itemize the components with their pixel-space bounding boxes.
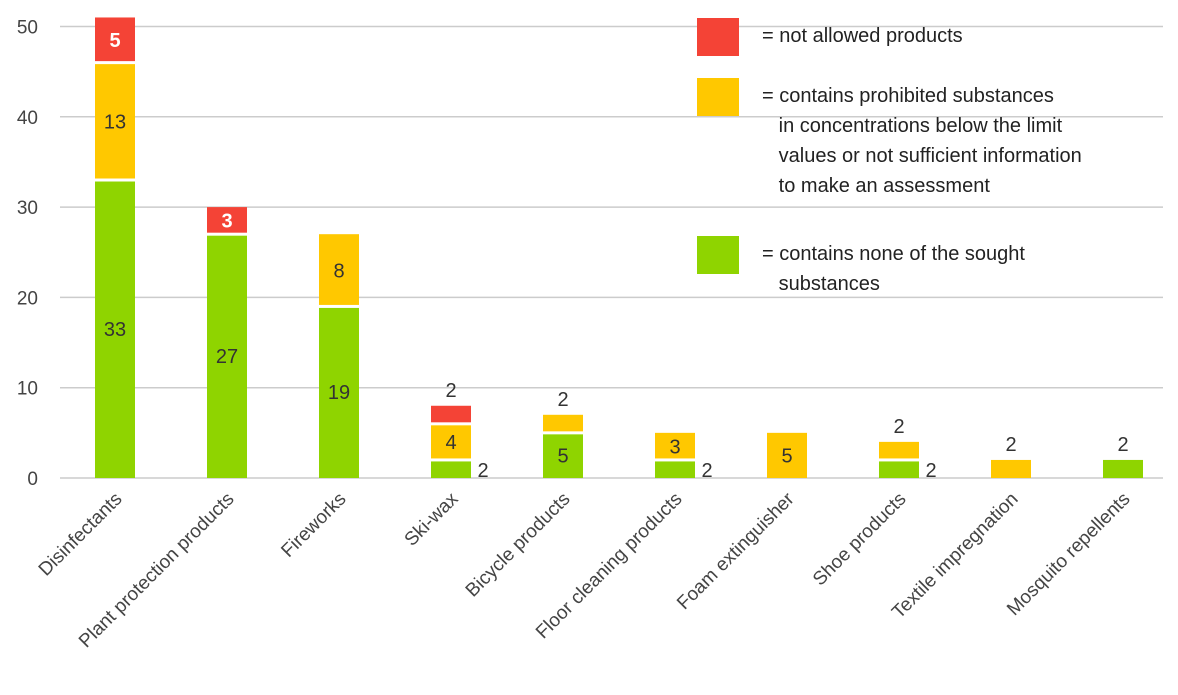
x-tick-label: Shoe products bbox=[809, 489, 910, 590]
data-label: 5 bbox=[109, 30, 120, 52]
bar-segment bbox=[95, 17, 135, 62]
data-label: 2 bbox=[445, 380, 456, 402]
data-label: 4 bbox=[445, 432, 456, 454]
bar-segment bbox=[991, 459, 1031, 478]
bar-segment bbox=[655, 432, 695, 459]
bars bbox=[95, 17, 1143, 478]
x-tick-label: Mosquito repellents bbox=[1003, 489, 1134, 620]
x-tick-label: Disinfectants bbox=[35, 489, 127, 581]
bar-segment bbox=[767, 432, 807, 478]
bar-segment bbox=[1103, 459, 1143, 478]
data-label: 2 bbox=[893, 416, 904, 438]
x-tick-label: Textile impregnation bbox=[888, 489, 1022, 623]
legend-swatch-yellow bbox=[697, 78, 739, 116]
data-label: 33 bbox=[104, 319, 126, 341]
y-tick-label-50: 50 bbox=[17, 18, 38, 39]
x-tick-label: Fireworks bbox=[277, 489, 350, 562]
bar-segment bbox=[879, 441, 919, 459]
y-axis-ticks: 0 10 20 30 40 50 bbox=[17, 18, 38, 491]
data-label: 27 bbox=[216, 346, 238, 368]
data-label: 3 bbox=[669, 436, 680, 458]
data-label: 2 bbox=[925, 460, 936, 482]
data-label: 5 bbox=[781, 445, 792, 467]
bar-segment bbox=[543, 434, 583, 478]
legend-swatch-green bbox=[697, 236, 739, 274]
y-tick-label-20: 20 bbox=[17, 288, 38, 309]
x-tick-label: Bicycle products bbox=[462, 489, 575, 602]
x-tick-label: Foam extinguisher bbox=[673, 488, 799, 614]
data-label: 2 bbox=[1117, 434, 1128, 456]
bar-segment bbox=[543, 414, 583, 432]
bar-segment bbox=[431, 405, 471, 423]
legend-swatch-red bbox=[697, 18, 739, 56]
y-tick-label-30: 30 bbox=[17, 198, 38, 219]
data-label: 8 bbox=[333, 260, 344, 282]
bar-segment bbox=[207, 207, 247, 233]
data-label: 2 bbox=[477, 460, 488, 482]
legend-label-prohibited-below-limit: = contains prohibited substances in conc… bbox=[762, 85, 1082, 197]
bar-segment bbox=[431, 425, 471, 459]
data-label: 13 bbox=[104, 111, 126, 133]
legend-label-not-allowed: = not allowed products bbox=[762, 25, 963, 47]
bar-segment bbox=[95, 181, 135, 478]
data-label: 2 bbox=[701, 460, 712, 482]
legend-label-none-sought: = contains none of the sought substances bbox=[762, 243, 1025, 295]
data-label: 3 bbox=[221, 211, 232, 233]
y-tick-label-40: 40 bbox=[17, 108, 38, 129]
data-label: 2 bbox=[1005, 434, 1016, 456]
bar-segment bbox=[207, 235, 247, 478]
x-tick-label: Ski-wax bbox=[401, 488, 463, 550]
bar-segment bbox=[319, 307, 359, 478]
data-label: 2 bbox=[557, 389, 568, 411]
data-label: 5 bbox=[557, 445, 568, 467]
y-tick-label-0: 0 bbox=[27, 469, 38, 490]
data-label: 19 bbox=[328, 382, 350, 404]
bar-segment bbox=[655, 461, 695, 478]
bar-segment bbox=[431, 461, 471, 478]
bar-segment bbox=[319, 234, 359, 305]
y-tick-label-10: 10 bbox=[17, 379, 38, 400]
bar-segment bbox=[879, 461, 919, 478]
bar-segment bbox=[95, 64, 135, 179]
